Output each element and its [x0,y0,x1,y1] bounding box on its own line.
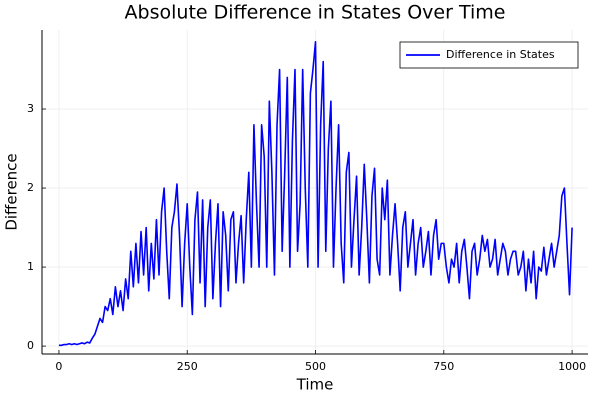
legend: Difference in States [399,41,579,69]
x-tick-label: 1000 [558,360,586,373]
y-tick-label: 1 [27,260,34,273]
x-axis-label: Time [296,376,334,394]
y-tick-label: 3 [27,102,34,115]
chart-title: Absolute Difference in States Over Time [125,2,506,24]
y-axis-label: Difference [3,153,21,230]
y-tick-label: 0 [27,339,34,352]
x-tick-label: 250 [177,360,198,373]
data-line [58,41,573,347]
x-tick-label: 750 [433,360,454,373]
y-tick-label: 2 [27,181,34,194]
legend-label: Difference in States [446,48,555,61]
x-tick-label: 500 [305,360,326,373]
x-tick-label: 0 [55,360,62,373]
